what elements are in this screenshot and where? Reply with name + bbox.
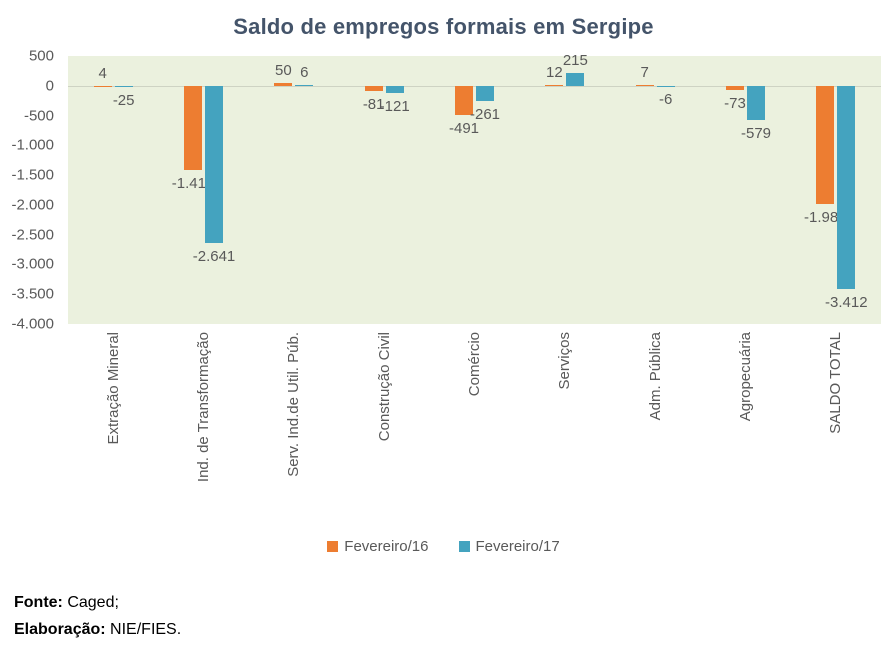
source-note: Fonte: Caged; Elaboração: NIE/FIES. — [14, 589, 887, 643]
legend-label: Fevereiro/17 — [475, 538, 560, 555]
data-label: 4 — [98, 64, 107, 82]
data-label: -25 — [112, 92, 135, 110]
x-axis-slot: Construção Civil — [339, 332, 429, 532]
bar — [837, 85, 856, 289]
legend-swatch — [458, 541, 470, 552]
plot-area-wrapper: 500 0 -500 -1.000 -1.500 -2.000 -2.500 -3.000 -3… — [11, 48, 881, 333]
x-axis-label: Agropecuária — [736, 332, 754, 422]
legend-item: Fevereiro/17 — [458, 538, 560, 555]
y-tick-label: -3.000 — [11, 255, 54, 273]
x-axis-slot: Serv. Ind.de Util. Púb. — [249, 332, 339, 532]
data-label: -3.412 — [825, 293, 868, 311]
x-axis-label: Construção Civil — [375, 332, 393, 442]
data-label: 12 — [545, 64, 563, 82]
data-label: -261 — [469, 106, 501, 124]
data-label: -491 — [448, 120, 480, 138]
y-tick-label: -2.500 — [11, 226, 54, 244]
data-label: -579 — [740, 125, 772, 143]
chart-title: Saldo de empregos formais em Sergipe — [233, 14, 654, 39]
elaboration-label: Elaboração: — [14, 621, 106, 639]
data-label: 50 — [274, 61, 292, 79]
source-line: Fonte: Caged; — [14, 589, 887, 616]
x-axis-slot: Ind. de Transformação — [158, 332, 248, 532]
data-label: 215 — [562, 51, 588, 69]
source-label: Fonte: — [14, 594, 63, 611]
y-axis: 500 0 -500 -1.000 -1.500 -2.000 -2.500 -3.000 -3… — [0, 48, 62, 333]
x-axis-slot: Serviços — [520, 332, 610, 532]
data-label: 7 — [640, 64, 649, 82]
x-axis-labels: Extração Mineral Ind. de Transformação Ser… — [68, 324, 881, 532]
x-axis-label: Ind. de Transformação — [194, 332, 212, 483]
bar — [816, 85, 835, 205]
x-axis-label: SALDO TOTAL — [827, 332, 845, 434]
bar — [747, 85, 765, 121]
legend-label: Fevereiro/16 — [344, 538, 429, 555]
elaboration-text: NIE/FIES. — [110, 621, 182, 639]
bar — [476, 85, 494, 102]
bar — [205, 85, 223, 244]
bar — [274, 82, 293, 86]
source-text: Caged; — [67, 594, 119, 611]
x-axis-slot: Comércio — [429, 332, 519, 532]
x-axis-label: Adm. Pública — [646, 332, 664, 421]
y-tick-label: -500 — [23, 107, 54, 125]
y-tick-label: 500 — [28, 47, 54, 65]
x-axis-slot: SALDO TOTAL — [791, 332, 881, 532]
bar — [545, 85, 564, 86]
x-axis-label: Serviços — [556, 332, 574, 390]
x-axis-label: Comércio — [465, 332, 483, 397]
data-label: -6 — [658, 91, 673, 109]
elaboration-line: Elaboração: NIE/FIES. — [14, 616, 887, 643]
data-label: -1.989 — [804, 209, 847, 227]
plot-area: 4 -1.417 50 -81 -491 12 7 -73 -1.989 -25 -2.641 6 -1… — [68, 52, 881, 324]
y-tick-label: 0 — [45, 77, 54, 95]
zero-axis-line — [68, 85, 881, 87]
data-label: -73 — [724, 95, 746, 113]
data-label: -1.417 — [171, 175, 215, 193]
legend-item: Fevereiro/16 — [327, 538, 429, 555]
legend: Fevereiro/16 Fevereiro/17 — [0, 538, 887, 555]
legend-swatch — [327, 541, 339, 552]
x-axis-label: Extração Mineral — [104, 332, 122, 445]
data-label: -2.641 — [192, 248, 236, 266]
x-axis-slot: Agropecuária — [700, 332, 790, 532]
bar — [455, 85, 473, 115]
bar — [364, 85, 383, 91]
bar — [566, 72, 585, 86]
data-label: -81 — [362, 95, 385, 113]
x-axis-slot: Adm. Pública — [610, 332, 700, 532]
x-axis-slot: Extração Mineral — [68, 332, 158, 532]
y-tick-label: -2.000 — [11, 196, 54, 214]
bar — [726, 85, 744, 91]
x-axis-label: Serv. Ind.de Util. Púb. — [285, 332, 303, 477]
y-tick-label: -3.500 — [11, 285, 54, 303]
y-tick-label: -1.000 — [11, 136, 54, 154]
data-label: 6 — [300, 64, 309, 82]
data-label: -121 — [379, 97, 410, 115]
y-tick-label: -4.000 — [11, 315, 54, 333]
y-tick-label: -1.500 — [11, 166, 54, 184]
bar — [184, 85, 202, 171]
bar — [114, 85, 133, 88]
bar — [385, 85, 404, 93]
